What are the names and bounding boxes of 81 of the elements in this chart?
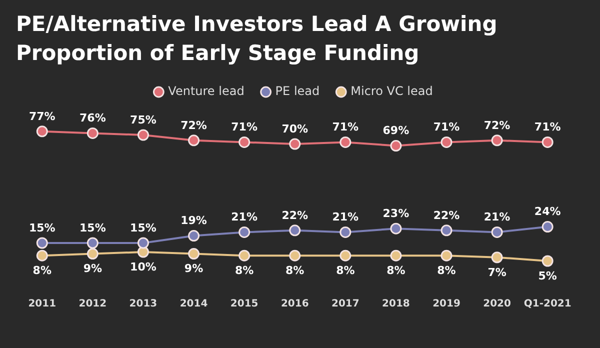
point	[137, 246, 149, 258]
x-tick-label: 2015	[230, 298, 258, 310]
data-label: 15%	[28, 221, 56, 234]
point	[542, 255, 554, 267]
point	[542, 136, 554, 148]
data-label: 19%	[180, 214, 207, 228]
x-tick-label: 2013	[129, 298, 158, 310]
data-label: 7%	[488, 266, 506, 279]
point	[238, 250, 250, 262]
data-label: 21%	[484, 210, 510, 224]
data-label: 71%	[534, 120, 561, 134]
legend-label: Venture lead	[168, 84, 244, 98]
data-label: 9%	[83, 262, 102, 276]
chart-title: PE/Alternative Investors Lead A Growing Proportion of Early Stage Funding	[15, 11, 498, 67]
point	[238, 136, 250, 148]
x-tick-label: 2020	[483, 298, 511, 310]
point	[86, 237, 98, 249]
point	[491, 252, 503, 264]
point	[238, 226, 250, 238]
data-label: 75%	[130, 113, 156, 126]
data-label: 71%	[332, 120, 359, 134]
point	[86, 127, 98, 139]
data-label: 21%	[332, 210, 359, 224]
data-label: 8%	[437, 264, 456, 277]
data-label: 76%	[80, 112, 106, 125]
data-label: 23%	[382, 206, 410, 220]
data-label: 22%	[282, 208, 308, 222]
point	[36, 250, 48, 262]
x-tick-label: Q1-2021	[524, 298, 572, 310]
point	[390, 140, 402, 152]
data-label: 21%	[231, 210, 258, 224]
point	[390, 222, 402, 234]
point	[36, 126, 48, 138]
point	[390, 250, 402, 262]
x-tick-label: 2014	[180, 298, 208, 310]
point	[188, 230, 200, 242]
data-label: 69%	[382, 124, 410, 138]
data-label: 5%	[538, 269, 557, 282]
x-tick-label: 2011	[28, 298, 56, 310]
point	[542, 221, 554, 233]
data-label: 8%	[336, 264, 355, 277]
legend-label: Micro VC lead	[350, 84, 433, 98]
data-label: 8%	[286, 264, 304, 277]
x-tick-label: 2017	[331, 298, 360, 310]
data-label: 9%	[184, 262, 204, 276]
point	[491, 226, 503, 238]
data-label: 8%	[234, 264, 254, 277]
data-label: 24%	[534, 205, 561, 218]
point	[289, 138, 301, 150]
x-tick-label: 2018	[382, 298, 410, 310]
point	[340, 226, 352, 238]
data-label: 72%	[484, 118, 510, 132]
data-label: 8%	[32, 264, 52, 277]
point	[36, 237, 48, 249]
point	[137, 129, 149, 141]
point	[440, 224, 452, 236]
data-label: 15%	[130, 221, 156, 234]
point	[137, 237, 149, 249]
point	[188, 134, 200, 146]
x-tick-label: 2016	[280, 298, 309, 310]
point	[86, 248, 98, 260]
data-label: 10%	[130, 260, 156, 274]
data-label: 71%	[231, 120, 258, 134]
point	[289, 224, 301, 236]
data-label: 77%	[28, 110, 56, 123]
data-label: 8%	[386, 264, 406, 277]
data-label: 71%	[433, 120, 460, 134]
data-label: 72%	[180, 118, 207, 132]
x-tick-label: 2012	[78, 298, 107, 310]
x-tick-label: 2019	[432, 298, 460, 310]
point	[289, 250, 301, 262]
point	[440, 136, 452, 148]
data-label: 15%	[80, 221, 106, 234]
point	[340, 136, 352, 148]
point	[491, 134, 503, 146]
point	[340, 250, 352, 262]
data-label: 70%	[282, 122, 308, 136]
data-label: 22%	[433, 208, 460, 222]
point	[440, 250, 452, 262]
point	[188, 248, 200, 260]
legend-label: PE lead	[275, 84, 320, 98]
